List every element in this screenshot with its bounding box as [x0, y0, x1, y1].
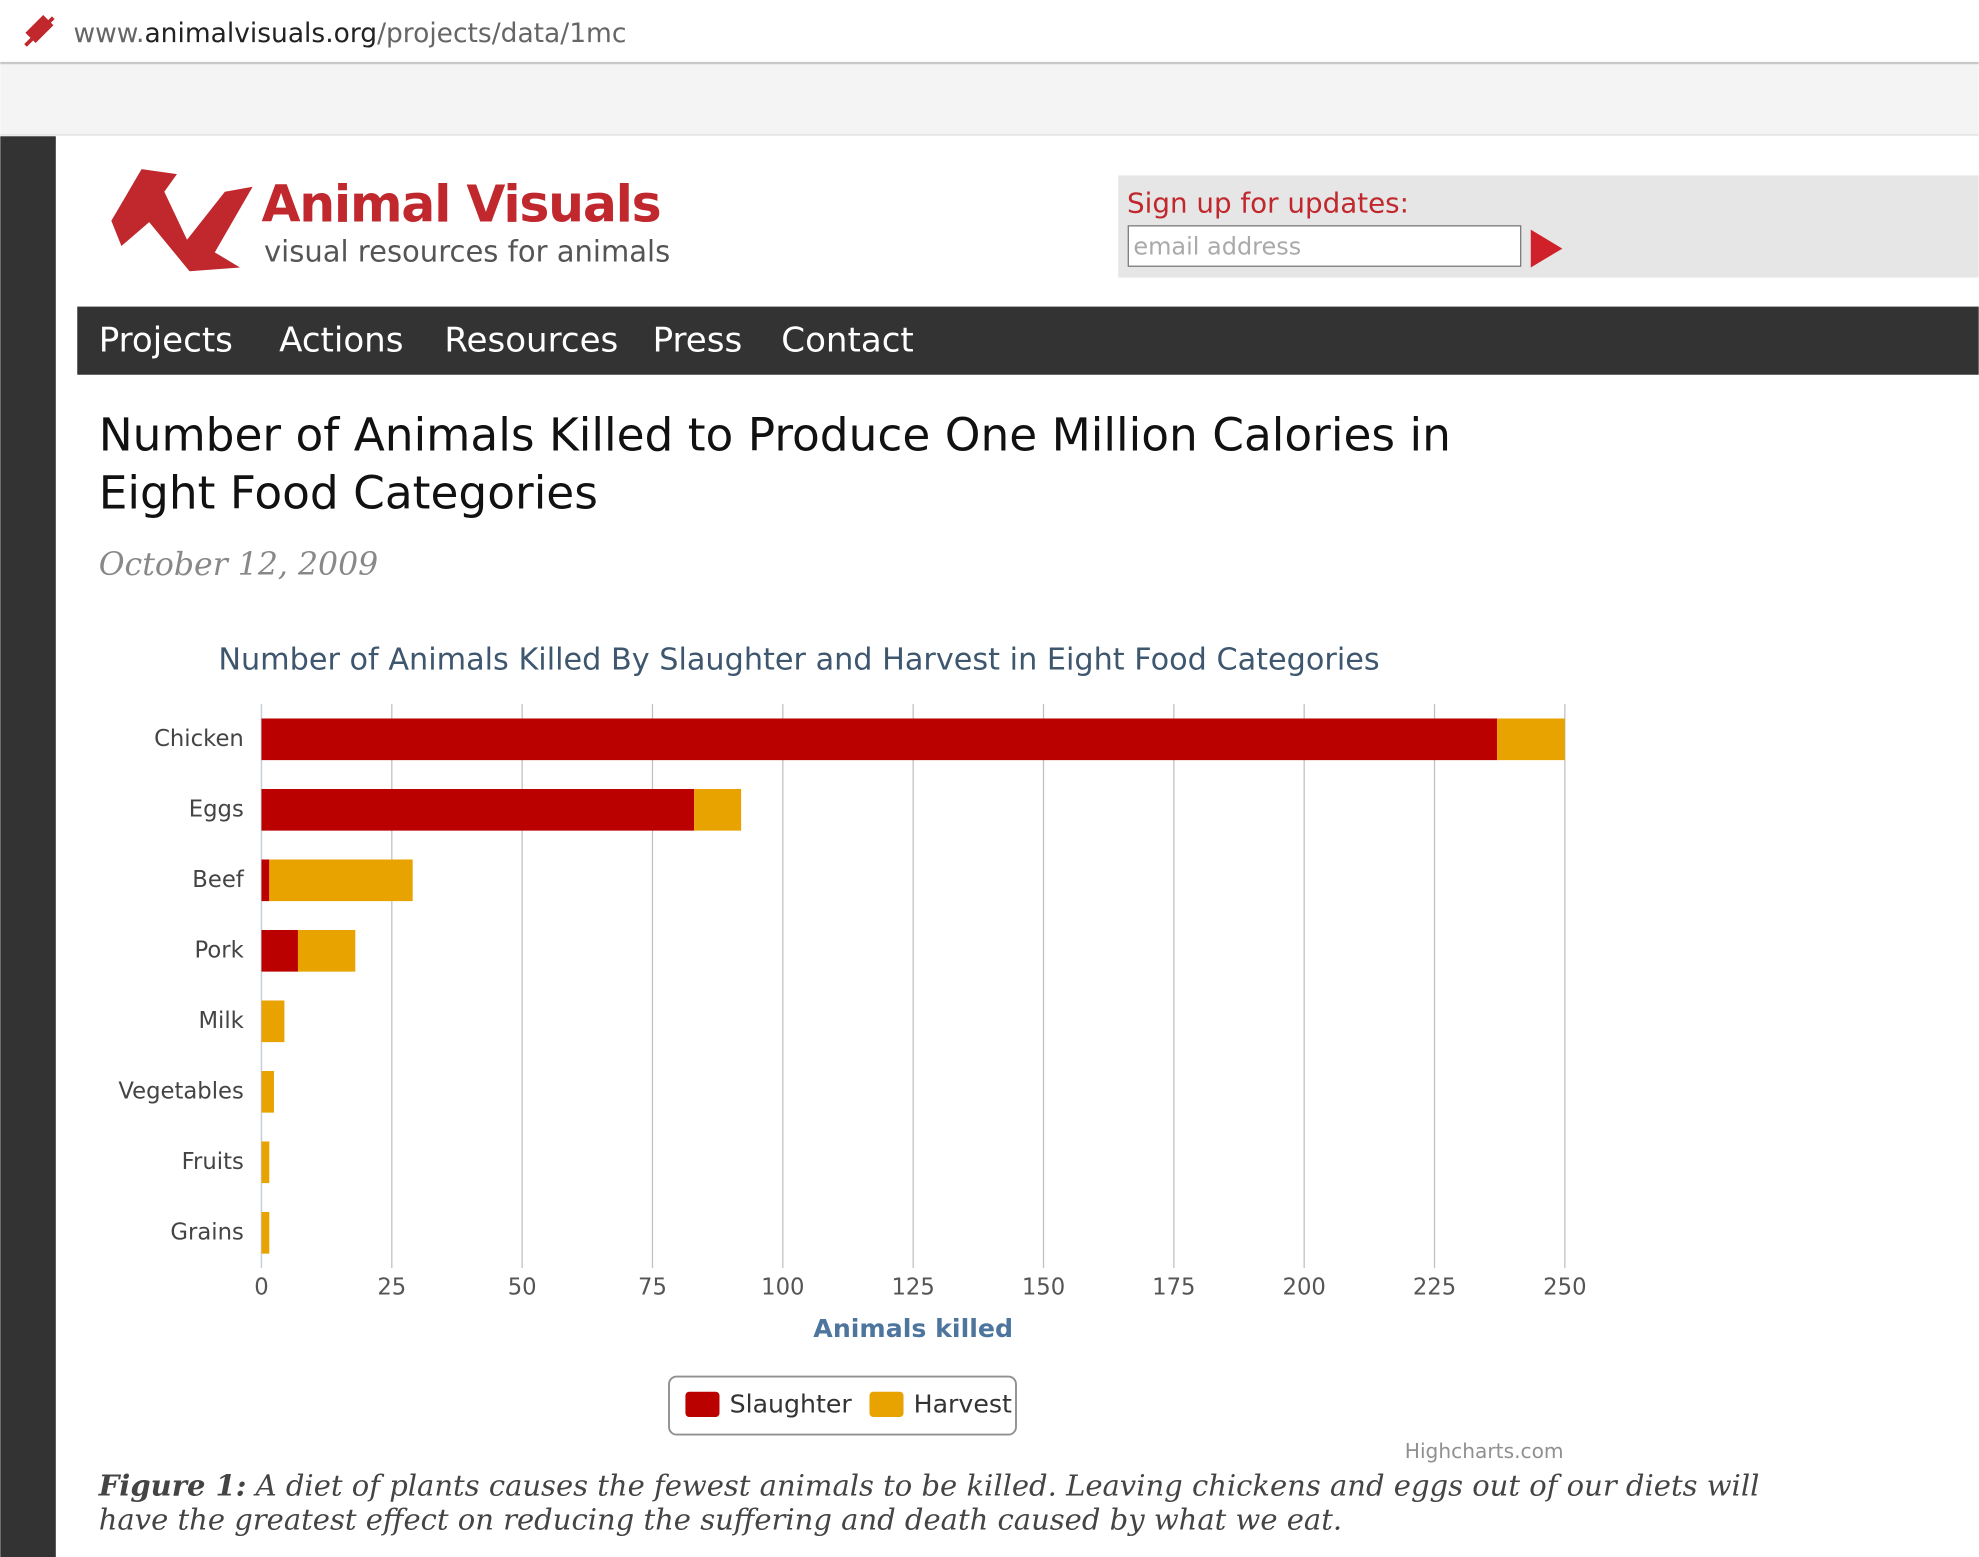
- email-placeholder: email address: [1133, 232, 1301, 260]
- site-icon: [24, 14, 55, 47]
- bar: [261, 788, 695, 831]
- bar: [261, 1000, 285, 1043]
- y-tick-label: Vegetables: [118, 1078, 243, 1104]
- url-path: /projects/data/1mc: [377, 18, 626, 49]
- signup-label: Sign up for updates:: [1127, 186, 1409, 219]
- bar: [269, 859, 413, 902]
- url[interactable]: www.animalvisuals.org/projects/data/1mc: [73, 18, 626, 49]
- logo-tagline: visual resources for animals: [264, 235, 670, 269]
- nav-item[interactable]: Actions: [279, 320, 403, 360]
- x-tick-label: 0: [254, 1275, 268, 1301]
- legend-swatch: [869, 1391, 904, 1417]
- bar: [1497, 718, 1565, 761]
- y-tick-label: Beef: [192, 867, 245, 893]
- caption-text: have the greatest effect on reducing the…: [99, 1503, 1342, 1537]
- x-tick-label: 225: [1413, 1275, 1456, 1301]
- nav-bar: [77, 306, 1979, 375]
- nav-item[interactable]: Resources: [444, 320, 618, 360]
- x-tick-label: 200: [1283, 1275, 1326, 1301]
- chart-title: Number of Animals Killed By Slaughter an…: [218, 643, 1379, 678]
- logo-mark: [111, 169, 253, 272]
- x-tick-label: 100: [761, 1275, 804, 1301]
- article-title: Eight Food Categories: [99, 466, 598, 519]
- y-tick-label: Milk: [198, 1008, 244, 1034]
- legend-label[interactable]: Slaughter: [730, 1390, 853, 1419]
- y-tick-label: Eggs: [189, 796, 244, 822]
- caption-label: Figure 1:: [98, 1469, 247, 1503]
- x-tick-label: 250: [1543, 1275, 1586, 1301]
- url-domain: animalvisuals.org: [144, 18, 377, 49]
- left-strip: [0, 136, 56, 1557]
- email-input[interactable]: [1127, 225, 1522, 267]
- bar: [297, 929, 356, 972]
- address-bar: [0, 0, 1979, 64]
- nav-item[interactable]: Projects: [99, 320, 233, 360]
- y-tick-label: Grains: [170, 1219, 243, 1245]
- bar: [261, 929, 298, 972]
- logo-name[interactable]: Animal Visuals: [261, 175, 661, 234]
- chart: Number of Animals Killed By Slaughter an…: [118, 643, 1586, 1463]
- signup-submit[interactable]: [1530, 229, 1563, 268]
- legend-swatch: [685, 1391, 720, 1417]
- article-date: October 12, 2009: [99, 547, 379, 583]
- bar: [694, 788, 742, 831]
- article-title: Number of Animals Killed to Produce One …: [99, 408, 1451, 461]
- x-tick-label: 75: [638, 1275, 667, 1301]
- credit[interactable]: Highcharts.com: [1405, 1439, 1564, 1463]
- nav-item[interactable]: Contact: [781, 320, 913, 360]
- bar: [261, 1141, 270, 1184]
- legend-box: [668, 1375, 1017, 1436]
- y-tick-label: Fruits: [182, 1149, 244, 1175]
- legend-label[interactable]: Harvest: [914, 1390, 1012, 1419]
- x-tick-label: 25: [377, 1275, 406, 1301]
- bar: [261, 859, 270, 902]
- x-tick-label: 175: [1152, 1275, 1195, 1301]
- bar: [261, 1070, 274, 1113]
- x-tick-label: 150: [1022, 1275, 1065, 1301]
- y-tick-label: Pork: [195, 937, 245, 963]
- url-prefix: www.: [73, 18, 144, 49]
- x-tick-label: 125: [891, 1275, 934, 1301]
- bar: [261, 718, 1498, 761]
- toolbar: [0, 64, 1979, 136]
- x-axis-title: Animals killed: [813, 1314, 1013, 1343]
- x-tick-label: 50: [508, 1275, 537, 1301]
- bar: [261, 1211, 270, 1254]
- nav-items: Projects Actions Resources Press Contact: [99, 320, 914, 360]
- nav-item[interactable]: Press: [653, 320, 743, 360]
- caption: Figure 1: A diet of plants causes the fe…: [98, 1469, 1760, 1503]
- y-tick-label: Chicken: [154, 726, 244, 752]
- caption-text: A diet of plants causes the fewest anima…: [246, 1469, 1759, 1503]
